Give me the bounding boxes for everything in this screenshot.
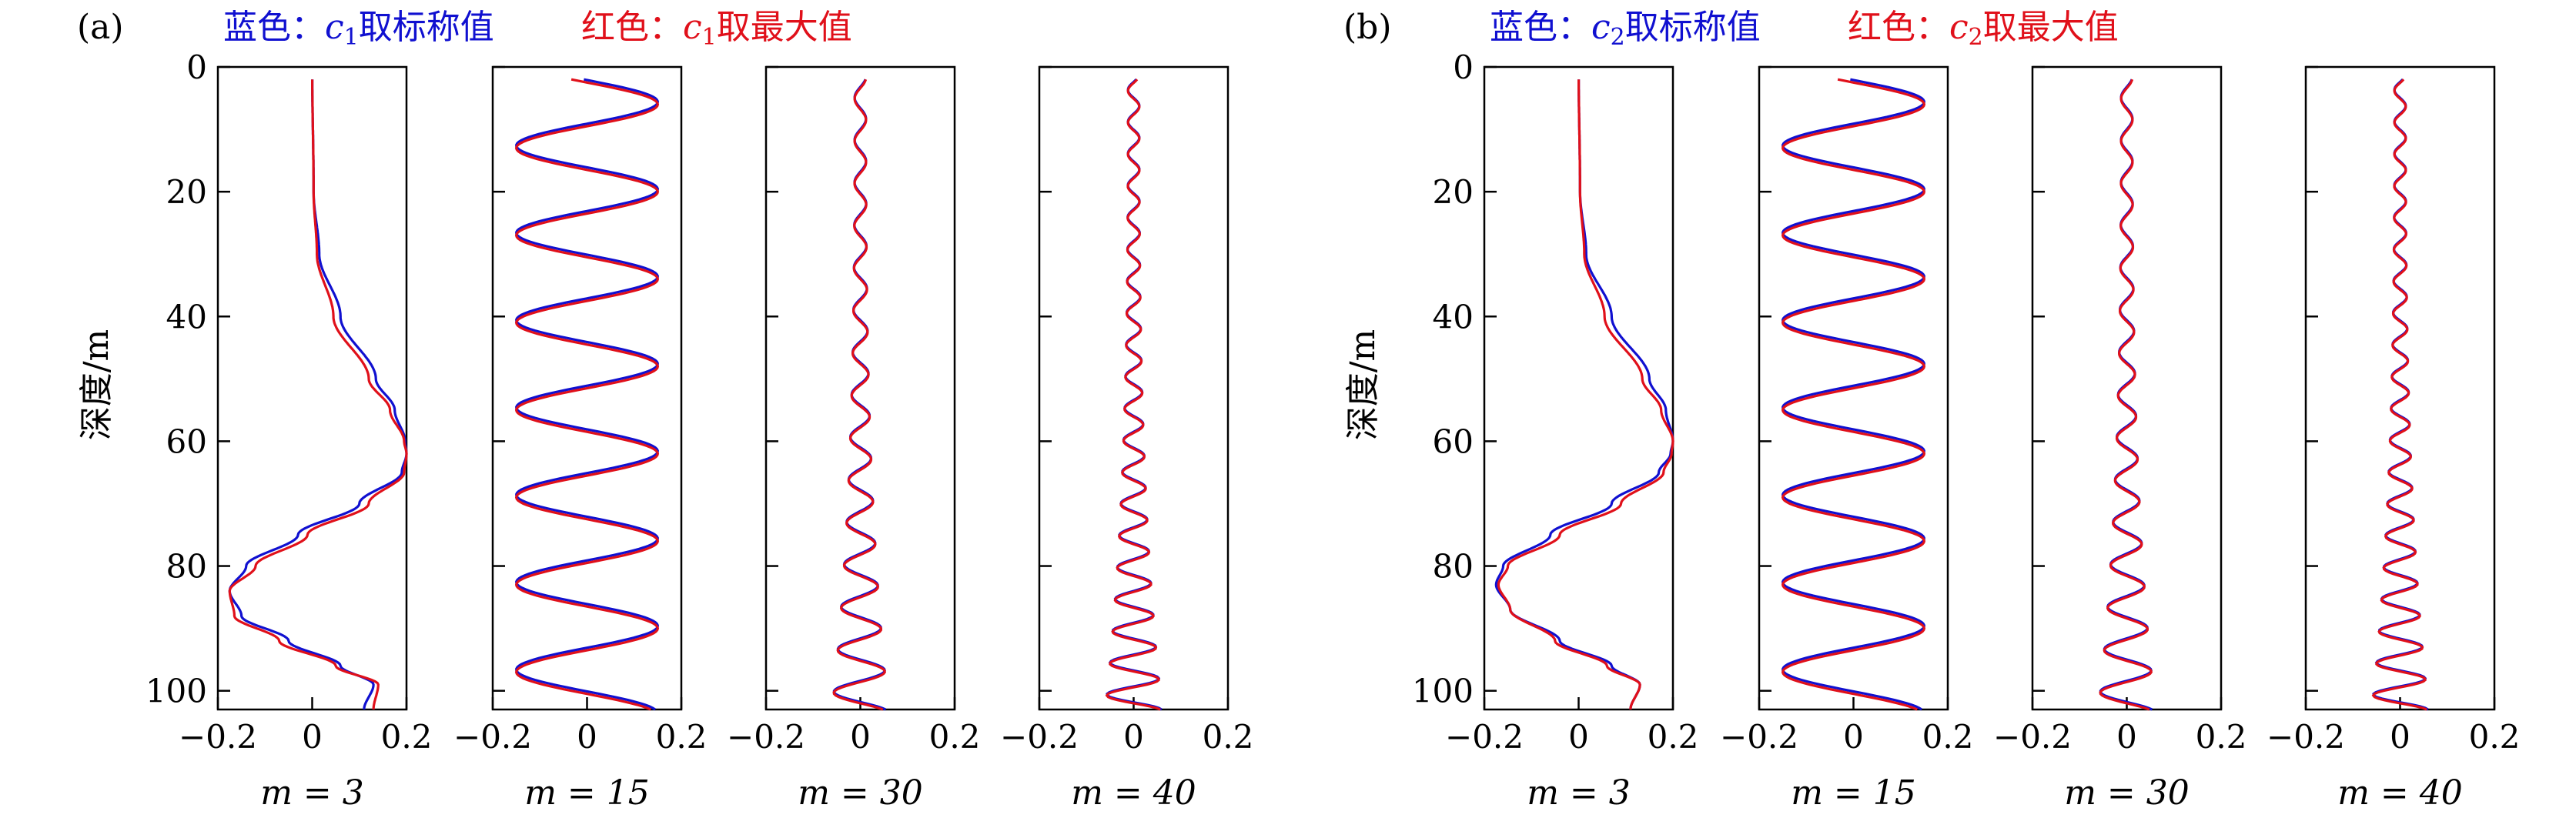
series-line-red (1781, 78, 1926, 711)
y-tick-label: 60 (166, 422, 207, 460)
x-tick-label: 0 (302, 718, 323, 756)
x-tick-label: 0.2 (2196, 718, 2247, 756)
x-tick-label: 0 (2390, 718, 2410, 756)
x-tick-label: 0.2 (1922, 718, 1974, 756)
x-tick-label: 0 (1843, 718, 1864, 756)
x-tick-label: −0.2 (453, 718, 532, 756)
y-tick-label: 80 (166, 548, 207, 586)
subplot-b-m30: −0.2 0 0.2m = 30 (1993, 65, 2247, 813)
subplot-m-label: m = 40 (2337, 773, 2463, 813)
x-tick-label: −0.2 (1993, 718, 2072, 756)
x-tick-label: −0.2 (1445, 718, 1524, 756)
x-tick-label: 0.2 (1203, 718, 1254, 756)
subplot-a-m30: −0.2 0 0.2m = 30 (727, 65, 981, 813)
y-tick-label: 60 (1433, 422, 1474, 460)
x-tick-label: 0.2 (929, 718, 981, 756)
series-line-red (1105, 78, 1161, 711)
panel-b-legend-blue: 蓝色：c2取标称值 (1490, 8, 1761, 51)
panel-a-ylabel: 深度/m (77, 329, 116, 441)
y-tick-label: 80 (1433, 548, 1474, 586)
series-line-red (2371, 78, 2427, 711)
subplot-b-m3: 0 20 40 60 80 100 −0.2 0 0.2 m = 3 (1412, 48, 1699, 813)
y-tick-label: 100 (146, 673, 207, 710)
x-tick-label: 0.2 (381, 718, 433, 756)
panel-b-ylabel: 深度/m (1343, 329, 1383, 441)
series-line-blue (1494, 79, 1674, 710)
y-tick-label: 40 (166, 298, 207, 336)
series-line-red (832, 78, 886, 711)
subplot-m-label: m = 3 (1527, 773, 1631, 813)
subplot-m-label: m = 40 (1071, 773, 1196, 813)
subplot-a-m3: 0 20 40 60 80 100 −0.2 0 0.2 m = 3 (146, 48, 433, 813)
y-tick-label: 20 (166, 173, 207, 211)
series-line-red (1497, 79, 1674, 710)
y-tick-label: 100 (1412, 673, 1474, 710)
series-line-red (2099, 78, 2153, 711)
subplot-m-label: m = 30 (2064, 773, 2190, 813)
x-tick-label: 0 (577, 718, 597, 756)
plot-frame (764, 65, 956, 711)
series-line-blue (1781, 78, 1925, 711)
subplot-m-label: m = 15 (524, 773, 650, 813)
x-tick-label: 0.2 (656, 718, 708, 756)
panel-b-legend-red: 红色：c2取最大值 (1848, 8, 2119, 51)
series-line-red (228, 79, 408, 710)
x-tick-label: −0.2 (1000, 718, 1079, 756)
panel-b-tag: (b) (1343, 8, 1392, 47)
subplot-m-label: m = 30 (798, 773, 923, 813)
panel-a-tag: (a) (77, 8, 124, 47)
x-tick-label: 0.2 (2469, 718, 2521, 756)
x-tick-label: −0.2 (1720, 718, 1798, 756)
subplot-b-m15: −0.2 0 0.2m = 15 (1720, 65, 1974, 813)
subplot-m-label: m = 15 (1791, 773, 1916, 813)
panel-a-legend-red: 红色：c1取最大值 (581, 8, 852, 51)
x-tick-label: 0 (850, 718, 871, 756)
plot-frame (2031, 65, 2223, 711)
y-tick-label: 20 (1433, 173, 1474, 211)
x-tick-label: −0.2 (2267, 718, 2345, 756)
y-tick-label: 40 (1433, 298, 1474, 336)
series-line-red (514, 78, 660, 711)
series-line-blue (515, 78, 659, 711)
subplot-a-m40: −0.2 0 0.2m = 40 (1000, 65, 1254, 813)
y-tick-label: 0 (1453, 48, 1474, 86)
subplot-b-m40: −0.2 0 0.2m = 40 (2267, 65, 2521, 813)
x-tick-label: −0.2 (179, 718, 257, 756)
x-tick-label: 0 (1123, 718, 1144, 756)
x-tick-label: 0.2 (1648, 718, 1699, 756)
x-tick-label: −0.2 (727, 718, 805, 756)
y-tick-label: 0 (186, 48, 207, 86)
subplot-m-label: m = 3 (260, 773, 364, 813)
panel-a-legend-blue: 蓝色：c1取标称值 (223, 8, 494, 51)
subplot-a-m15: −0.2 0 0.2m = 15 (453, 65, 708, 813)
x-tick-label: 0 (2116, 718, 2137, 756)
x-tick-label: 0 (1568, 718, 1589, 756)
